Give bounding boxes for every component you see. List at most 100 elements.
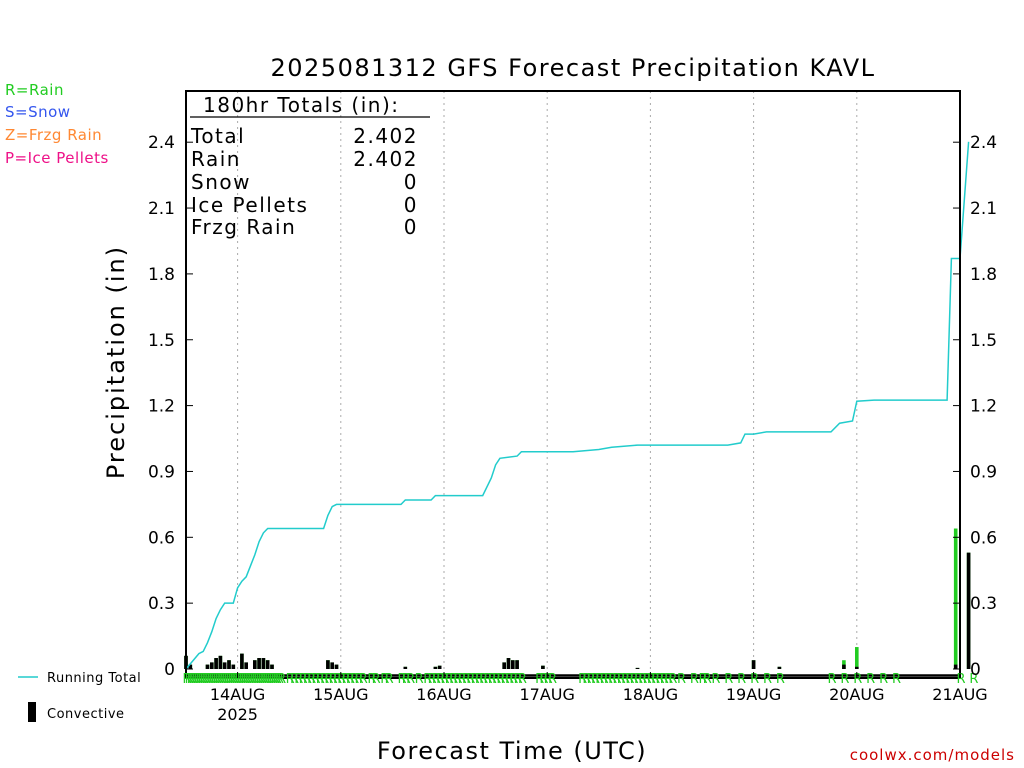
rain-type-marker: R [367, 672, 376, 687]
y-tick-label-left: 0.6 [148, 528, 175, 548]
rain-type-marker: R [223, 672, 232, 687]
rain-type-marker: R [316, 672, 325, 687]
precip-bars [184, 528, 971, 669]
rain-type-marker: R [333, 672, 342, 687]
key-freezing-rain: Z=Frzg Rain [5, 126, 103, 144]
rain-type-marker: R [268, 672, 277, 687]
convective-bar [777, 666, 782, 669]
rain-type-marker: R [578, 672, 587, 687]
rain-type-marker: R [840, 672, 849, 687]
y-tick-label-right: 1.5 [970, 331, 997, 351]
y-tick-label-right: 1.2 [970, 397, 997, 417]
rain-type-marker: R [956, 672, 965, 687]
convective-bar [227, 660, 231, 669]
rain-type-marker: R [617, 672, 626, 687]
rain-type-marker: R [204, 672, 213, 687]
rain-type-marker: R [432, 672, 441, 687]
rain-type-marker: R [208, 672, 217, 687]
rain-type-marker: R [182, 672, 191, 687]
rain-bar [855, 647, 859, 669]
rain-type-marker: R [668, 672, 677, 687]
rain-type-marker: R [273, 672, 282, 687]
rain-type-marker: R [475, 672, 484, 687]
source-link[interactable]: coolwx.com/models [849, 746, 1015, 764]
rain-type-marker: R [198, 672, 207, 687]
y-tick-label-left: 1.5 [148, 331, 175, 351]
convective-bar [270, 664, 274, 669]
rain-type-marker: R [225, 672, 234, 687]
y-tick-label-right: 0 [970, 660, 981, 680]
convective-bar [433, 666, 438, 669]
rain-type-marker: R [219, 672, 228, 687]
rain-type-marker: R [634, 672, 643, 687]
rain-type-marker: R [496, 672, 505, 687]
totals-row-label: Total [190, 124, 245, 148]
totals-row-value: 2.402 [353, 124, 418, 148]
rain-type-marker: R [604, 672, 613, 687]
convective-bar [506, 658, 511, 669]
rain-type-marker: R [664, 672, 673, 687]
rain-type-marker: R [548, 672, 557, 687]
running-total-line [185, 141, 970, 670]
convective-bar [205, 664, 210, 669]
rain-type-marker: R [612, 672, 621, 687]
rain-type-marker: R [445, 672, 454, 687]
x-tick-sublabel: 2025 [217, 705, 258, 724]
rain-type-marker: R [230, 672, 239, 687]
rain-type-marker: R [690, 672, 699, 687]
y-tick-label-left: 2.4 [148, 133, 175, 153]
y-tick-label-left: 1.8 [148, 265, 175, 285]
convective-bar [218, 655, 223, 669]
rain-type-marker: R [193, 672, 202, 687]
convective-swatch [28, 702, 36, 722]
rain-type-marker: R [655, 672, 664, 687]
totals-row-value: 2.402 [353, 147, 418, 171]
rain-type-marker: R [698, 672, 707, 687]
convective-bar [330, 662, 334, 669]
convective-bar [188, 664, 193, 669]
rain-type-marker: R [647, 672, 656, 687]
totals-box: 180hr Totals (in): Total 2.402 Rain 2.40… [190, 93, 430, 239]
x-tick-label: 21AUG [932, 685, 987, 704]
convective-bar [842, 664, 846, 669]
convective-bar [257, 658, 261, 669]
totals-row-label: Ice Pellets [191, 193, 308, 217]
rain-type-marker: R [397, 672, 406, 687]
chart-title: 2025081312 GFS Forecast Precipitation KA… [271, 54, 876, 82]
rain-type-marker: R [249, 672, 258, 687]
convective-bar [253, 660, 257, 669]
rain-type-marker: R [488, 672, 497, 687]
convective-bar [326, 660, 330, 669]
convective-bar [966, 552, 971, 669]
rain-type-marker: R [479, 672, 488, 687]
rain-type-marker: R [449, 672, 458, 687]
convective-bar [855, 666, 859, 669]
rain-type-marker: R [185, 672, 194, 687]
rain-type-marker: R [621, 672, 630, 687]
rain-type-marker: R [286, 672, 295, 687]
convective-bar [437, 665, 442, 669]
convective-bar [261, 658, 266, 669]
y-tick-label-right: 0.9 [970, 462, 997, 482]
rain-type-marker: R [195, 672, 204, 687]
convective-bar [244, 662, 248, 669]
rain-type-marker: R [544, 672, 553, 687]
rain-type-marker: R [483, 672, 492, 687]
rain-type-marker: R [587, 672, 596, 687]
rain-type-marker: R [228, 672, 237, 687]
key-rain: R=Rain [5, 81, 64, 99]
rain-type-marker: R [359, 672, 368, 687]
rain-type-marker: R [200, 672, 209, 687]
rain-type-marker: R [311, 672, 320, 687]
rain-type-marker: R [638, 672, 647, 687]
rain-type-marker: R [245, 672, 254, 687]
rain-type-marker: R [215, 672, 224, 687]
rain-type-marker: R [505, 672, 514, 687]
series-legend: Running Total Convective [18, 671, 141, 722]
rain-type-marker: R [232, 672, 241, 687]
convective-bar [502, 662, 506, 669]
rain-type-marker: R [625, 672, 634, 687]
rain-type-marker: R [234, 672, 243, 687]
rain-type-marker: R [600, 672, 609, 687]
rain-type-marker: R [271, 672, 280, 687]
